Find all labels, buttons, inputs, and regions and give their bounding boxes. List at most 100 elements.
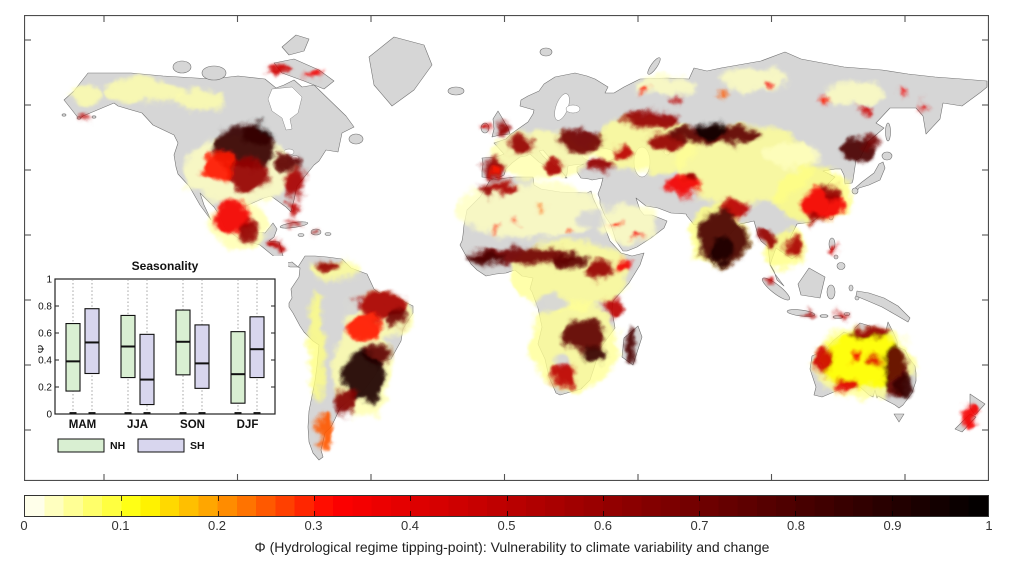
colorbar-tick-mark [602, 511, 604, 516]
heat-hotspot [553, 254, 587, 268]
novaya-zemlya [647, 57, 661, 75]
heat-hotspot [583, 346, 605, 364]
heat-hotspot [543, 157, 563, 173]
heat-hotspot [612, 222, 620, 228]
heat-hotspot [586, 160, 616, 174]
aleutian-2 [76, 116, 82, 120]
boxplot-box [84, 308, 100, 375]
colorbar-tick-label: 0.4 [400, 518, 420, 533]
heat-hotspot [238, 223, 256, 239]
puerto-rico [324, 232, 332, 236]
boxplot-box [139, 333, 155, 406]
y-tick-label: 0.4 [38, 356, 52, 367]
heat-hotspot [228, 158, 268, 192]
heat-hotspot [317, 412, 331, 450]
colorbar-tick-mark [313, 511, 315, 516]
heat-hotspot [722, 199, 748, 215]
heat-hotspot [685, 172, 697, 182]
heat-hotspot [204, 151, 236, 183]
heat-hotspot [646, 135, 684, 151]
colorbar-tick-mark [795, 496, 797, 501]
data-region [309, 290, 325, 400]
data-region [766, 143, 822, 167]
data-region [66, 85, 102, 105]
heat-hotspot [849, 351, 863, 361]
heat-hotspot [266, 65, 292, 75]
heat-hotspot [316, 259, 338, 271]
heat-hotspot [759, 231, 777, 247]
heat-hotspot [820, 333, 904, 389]
legend-swatch [57, 438, 105, 453]
heat-hotspot [814, 346, 832, 376]
aleutian-3 [91, 115, 97, 119]
colorbar-tick-label: 0.3 [304, 518, 323, 533]
heat-hotspot [862, 134, 880, 148]
inset-title: Seasonality [131, 259, 199, 273]
colorbar-tick-label: 0.5 [497, 518, 516, 533]
colorbar-tick-label: 0.6 [593, 518, 613, 533]
heat-hotspot [469, 253, 503, 265]
heat-hotspot [895, 374, 911, 400]
colorbar-tick-mark [602, 496, 604, 501]
legend-label: NH [110, 440, 125, 452]
mindanao [836, 262, 846, 270]
y-tick-label: 0.6 [38, 329, 52, 340]
hudson-bay [267, 86, 303, 131]
y-tick-label: 0.2 [38, 383, 52, 394]
colorbar [24, 495, 989, 517]
heat-hotspot [785, 238, 801, 260]
heat-hotspot [558, 130, 602, 152]
heat-hotspot [898, 90, 906, 96]
world-map-area [24, 15, 989, 481]
colorbar-tick-label: 0.2 [207, 518, 227, 533]
heat-hotspot [312, 230, 320, 234]
map-frame [24, 15, 989, 481]
heat-hotspot [852, 326, 886, 340]
visayas [833, 254, 839, 260]
heat-hotspot [634, 232, 642, 238]
heat-hotspot [481, 124, 489, 132]
no-data-patches-layer [321, 211, 603, 368]
heat-hotspot [566, 228, 572, 232]
data-region [824, 81, 884, 105]
colorbar-tick-mark [313, 496, 315, 501]
heat-hotspot [832, 378, 858, 392]
data-region [454, 182, 604, 238]
data-region [601, 203, 657, 243]
y-tick-label: 0 [46, 410, 52, 421]
heat-hotspot [287, 200, 297, 218]
heat-hotspot [764, 275, 774, 283]
heat-hotspot [285, 170, 307, 196]
heat-hotspot [307, 71, 321, 79]
hokkaido [881, 151, 893, 161]
heat-hotspot [624, 111, 680, 129]
data-region [589, 117, 699, 173]
colorbar-tick-mark [506, 496, 508, 501]
colorbar-tick-mark [121, 496, 123, 501]
aleutian-1 [61, 113, 67, 117]
colorbar-tick-mark [506, 511, 508, 516]
colorbar-tick-mark [217, 511, 219, 516]
heat-hotspot [920, 102, 928, 108]
data-region [104, 78, 184, 102]
heat-hotspot [511, 218, 517, 222]
heat-hotspot [489, 166, 501, 176]
colorbar-tick-mark [891, 511, 893, 516]
sumatra [762, 277, 790, 301]
heat-hotspot [830, 244, 838, 254]
no-data-patch [538, 292, 566, 312]
lesser-sunda-1 [819, 314, 829, 318]
x-category-label: MAM [69, 419, 96, 431]
colorbar-tick-mark [410, 511, 412, 516]
colorbar-tick-mark [699, 511, 701, 516]
heat-hotspot-layer [82, 65, 976, 450]
iceland [447, 86, 465, 96]
world-map [24, 15, 989, 481]
colorbar-tick-label: 0.7 [690, 518, 709, 533]
seasonality-boxplot: 0 0.2 0.4 0.6 0.8 1 Φ MAM JJA SON DJF NH SH [35, 275, 276, 453]
heat-hotspot [587, 262, 613, 280]
heat-hotspot [859, 106, 869, 114]
x-category-label: SON [180, 419, 205, 431]
colorbar-tick-mark [891, 496, 893, 501]
